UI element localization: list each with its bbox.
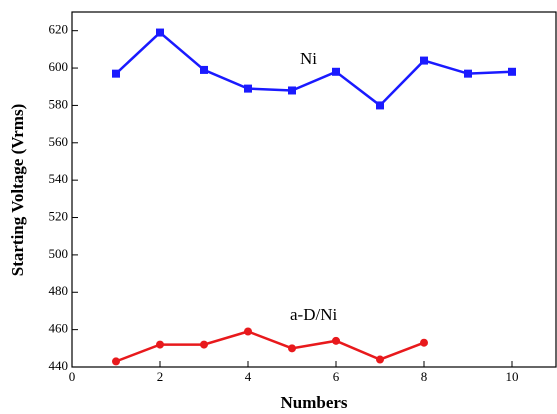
x-axis-label: Numbers — [280, 393, 347, 412]
y-tick-label: 480 — [49, 283, 69, 298]
y-tick-label: 500 — [49, 246, 69, 261]
marker — [200, 65, 208, 74]
x-tick-label: 2 — [157, 369, 164, 384]
x-tick-label: 0 — [69, 369, 76, 384]
marker — [112, 69, 120, 78]
marker — [244, 84, 252, 93]
marker — [464, 69, 472, 78]
marker — [332, 336, 340, 345]
x-tick-label: 6 — [333, 369, 340, 384]
marker — [508, 67, 516, 76]
series-line — [115, 330, 425, 363]
x-tick-label: 8 — [421, 369, 428, 384]
marker — [156, 28, 164, 37]
series-annotation: Ni — [300, 49, 317, 68]
marker — [332, 67, 340, 76]
y-tick-label: 580 — [49, 96, 69, 111]
marker — [376, 101, 384, 110]
x-tick-label: 4 — [245, 369, 252, 384]
y-tick-label: 440 — [49, 358, 69, 373]
x-tick-label: 10 — [506, 369, 519, 384]
marker — [420, 338, 428, 347]
y-tick-label: 620 — [49, 22, 69, 37]
series-line — [115, 30, 513, 108]
marker — [244, 327, 252, 336]
y-axis-label: Starting Voltage (Vrms) — [8, 104, 27, 277]
marker — [376, 355, 384, 364]
marker — [288, 344, 296, 353]
marker — [288, 86, 296, 95]
marker — [112, 357, 120, 366]
marker — [200, 340, 208, 349]
y-tick-label: 560 — [49, 134, 69, 149]
y-tick-label: 540 — [49, 171, 69, 186]
series-annotation: a-D/Ni — [290, 305, 337, 324]
y-tick-label: 520 — [49, 209, 69, 224]
y-tick-label: 600 — [49, 59, 69, 74]
y-tick-label: 460 — [49, 321, 69, 336]
plot-frame — [71, 11, 557, 368]
marker — [156, 340, 164, 349]
marker — [420, 56, 428, 65]
